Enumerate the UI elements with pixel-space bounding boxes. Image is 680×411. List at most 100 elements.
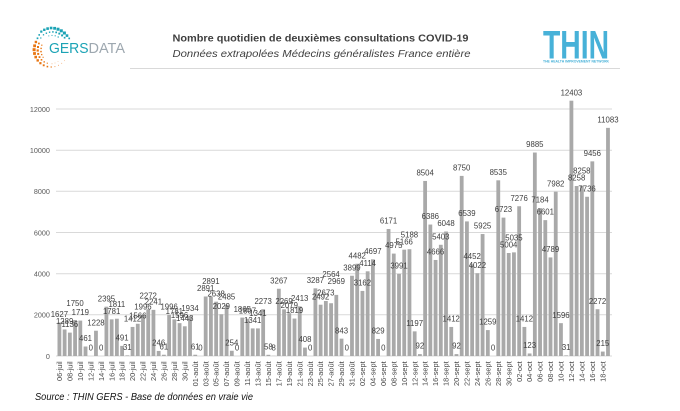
svg-text:19-août: 19-août <box>285 361 294 386</box>
svg-text:13-août: 13-août <box>254 361 263 386</box>
svg-text:4482: 4482 <box>349 251 366 260</box>
svg-text:2891: 2891 <box>202 277 219 286</box>
svg-text:2673: 2673 <box>317 289 334 298</box>
svg-text:31-août: 31-août <box>348 361 357 386</box>
svg-text:2272: 2272 <box>589 297 606 306</box>
svg-text:12-oct: 12-oct <box>567 361 576 382</box>
svg-text:1228: 1228 <box>87 318 104 327</box>
svg-text:08-sept: 08-sept <box>389 361 398 386</box>
svg-text:5166: 5166 <box>396 237 413 246</box>
svg-text:1596: 1596 <box>171 311 188 320</box>
svg-text:6723: 6723 <box>495 205 512 214</box>
svg-text:2029: 2029 <box>213 302 230 311</box>
svg-text:31: 31 <box>123 343 132 352</box>
svg-text:30-juil: 30-juil <box>180 361 189 381</box>
svg-text:5925: 5925 <box>474 222 492 231</box>
svg-text:4452: 4452 <box>463 252 480 261</box>
svg-text:0: 0 <box>308 344 313 353</box>
svg-text:06-oct: 06-oct <box>536 361 545 382</box>
svg-text:2969: 2969 <box>328 277 345 286</box>
svg-text:17-août: 17-août <box>274 361 283 386</box>
svg-text:09-août: 09-août <box>233 361 242 386</box>
svg-text:1412: 1412 <box>443 315 460 324</box>
svg-text:1719: 1719 <box>72 308 89 317</box>
svg-text:5188: 5188 <box>401 230 418 239</box>
svg-text:3287: 3287 <box>307 276 324 285</box>
svg-text:6171: 6171 <box>380 217 397 226</box>
svg-text:8750: 8750 <box>453 164 471 173</box>
svg-text:THE HEALTH IMPROVEMENT NETWORK: THE HEALTH IMPROVEMENT NETWORK <box>543 60 609 64</box>
svg-text:2564: 2564 <box>322 270 340 279</box>
svg-text:92: 92 <box>452 342 461 351</box>
svg-text:7736: 7736 <box>578 184 595 193</box>
svg-text:1197: 1197 <box>406 319 423 328</box>
svg-text:8535: 8535 <box>490 168 508 177</box>
svg-text:6000: 6000 <box>34 228 50 237</box>
svg-text:04-oct: 04-oct <box>525 361 534 382</box>
svg-text:1412: 1412 <box>516 315 533 324</box>
svg-text:2272: 2272 <box>140 291 157 300</box>
svg-text:01-août: 01-août <box>191 361 200 386</box>
svg-text:28-sept: 28-sept <box>494 361 503 386</box>
svg-text:02-sept: 02-sept <box>358 361 367 386</box>
svg-text:3162: 3162 <box>354 279 371 288</box>
svg-text:27-août: 27-août <box>327 361 336 386</box>
svg-text:18-oct: 18-oct <box>598 361 607 382</box>
svg-text:16-sept: 16-sept <box>431 361 440 386</box>
svg-text:1341: 1341 <box>249 309 266 318</box>
svg-text:12000: 12000 <box>30 105 50 114</box>
svg-text:408: 408 <box>298 335 311 344</box>
svg-text:1781: 1781 <box>166 307 183 316</box>
svg-text:7982: 7982 <box>547 179 564 188</box>
svg-text:123: 123 <box>523 341 536 350</box>
svg-text:23-août: 23-août <box>306 361 315 386</box>
svg-text:24-juil: 24-juil <box>149 361 158 381</box>
svg-text:1811: 1811 <box>108 300 125 309</box>
svg-text:GERS: GERS <box>49 41 89 57</box>
svg-text:1289: 1289 <box>56 317 73 326</box>
svg-text:9456: 9456 <box>584 149 601 158</box>
svg-text:10-oct: 10-oct <box>557 361 566 382</box>
svg-text:2891: 2891 <box>197 284 214 293</box>
svg-text:1596: 1596 <box>552 311 569 320</box>
svg-text:08-juil: 08-juil <box>65 361 74 381</box>
svg-text:04-sept: 04-sept <box>368 361 377 386</box>
svg-text:4114: 4114 <box>359 259 376 268</box>
svg-text:2241: 2241 <box>145 297 162 306</box>
svg-text:20-juil: 20-juil <box>128 361 137 381</box>
svg-text:28-juil: 28-juil <box>170 361 179 381</box>
svg-text:7184: 7184 <box>531 196 549 205</box>
svg-text:DATA: DATA <box>89 41 126 57</box>
svg-text:Données extrapolées Médecins g: Données extrapolées Médecins généraliste… <box>173 49 471 60</box>
svg-text:61: 61 <box>191 342 200 351</box>
svg-text:1259: 1259 <box>479 318 496 327</box>
svg-text:18-juil: 18-juil <box>118 361 127 381</box>
svg-text:06-juil: 06-juil <box>55 361 64 381</box>
svg-text:829: 829 <box>372 327 385 336</box>
svg-text:5004: 5004 <box>500 241 518 250</box>
svg-text:1341: 1341 <box>244 316 261 325</box>
svg-text:Source : THIN GERS - Base de d: Source : THIN GERS - Base de données en … <box>35 392 253 403</box>
svg-text:02-oct: 02-oct <box>515 361 524 382</box>
svg-text:21-août: 21-août <box>295 361 304 386</box>
svg-text:1819: 1819 <box>286 306 303 315</box>
svg-text:0: 0 <box>491 344 496 353</box>
svg-text:3267: 3267 <box>270 276 287 285</box>
svg-text:8258: 8258 <box>568 174 585 183</box>
svg-text:6539: 6539 <box>458 209 475 218</box>
svg-text:1412: 1412 <box>124 315 141 324</box>
svg-text:461: 461 <box>79 334 92 343</box>
svg-text:10-juil: 10-juil <box>76 361 85 381</box>
svg-text:07-août: 07-août <box>222 361 231 386</box>
svg-text:1750: 1750 <box>66 299 84 308</box>
svg-text:11-août: 11-août <box>243 361 252 386</box>
svg-text:26-juil: 26-juil <box>159 361 168 381</box>
svg-text:0: 0 <box>198 344 203 353</box>
svg-text:08-oct: 08-oct <box>546 361 555 382</box>
svg-text:8504: 8504 <box>416 169 434 178</box>
svg-text:2395: 2395 <box>98 294 116 303</box>
svg-text:4022: 4022 <box>469 261 486 270</box>
svg-text:7276: 7276 <box>510 194 527 203</box>
svg-text:6048: 6048 <box>437 219 454 228</box>
svg-text:1566: 1566 <box>129 311 146 320</box>
